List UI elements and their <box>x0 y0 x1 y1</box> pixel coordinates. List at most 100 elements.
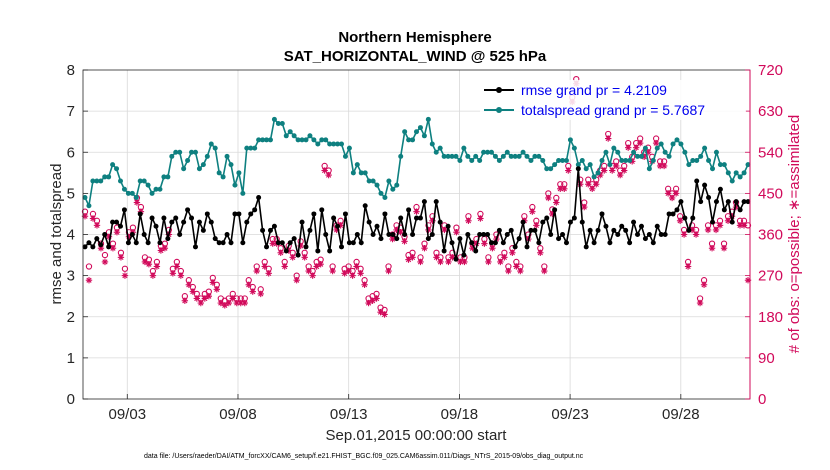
chart-title: Northern Hemisphere <box>338 29 491 46</box>
totalspread-point <box>319 137 325 143</box>
totalspread-point <box>236 170 242 176</box>
rmse-point <box>196 219 202 225</box>
rmse-point <box>591 240 597 246</box>
obs-assimilated-point <box>293 276 300 284</box>
totalspread-point <box>713 149 719 155</box>
totalspread-point <box>666 153 672 159</box>
rmse-point <box>694 178 700 184</box>
rmse-point <box>114 219 120 225</box>
totalspread-point <box>410 137 416 143</box>
obs-assimilated-point <box>89 215 97 222</box>
totalspread-point <box>406 137 412 143</box>
x-tick-label: 09/18 <box>441 406 479 423</box>
obs-assimilated-point <box>545 194 552 202</box>
rmse-point <box>386 232 392 237</box>
obs-assimilated-point <box>537 249 544 256</box>
x-tick-label: 09/08 <box>219 406 257 423</box>
obs-assimilated-point <box>417 258 424 266</box>
obs-assimilated-point <box>421 245 428 252</box>
obs-assimilated-point <box>692 231 700 238</box>
rmse-point <box>346 240 352 246</box>
totalspread-point <box>461 145 467 151</box>
obs-assimilated-point <box>213 286 220 293</box>
rmse-point <box>307 227 313 233</box>
rmse-point <box>366 219 372 225</box>
obs-assimilated-point <box>405 256 412 263</box>
obs-assimilated-point <box>317 261 324 268</box>
totalspread-point <box>710 166 716 172</box>
totalspread-point <box>267 137 273 143</box>
obs-assimilated-point <box>153 263 161 270</box>
obs-assimilated-point <box>197 299 205 307</box>
rmse-point <box>725 199 731 205</box>
obs-assimilated-point <box>185 281 193 288</box>
rmse-point <box>157 240 163 246</box>
obs-assimilated-point <box>381 311 388 318</box>
rmse-point <box>425 236 431 242</box>
obs-assimilated-point <box>461 258 468 266</box>
totalspread-point <box>674 137 680 143</box>
totalspread-point <box>532 153 538 159</box>
totalspread-point <box>496 157 502 163</box>
rmse-point <box>102 232 108 237</box>
totalspread-point <box>725 170 731 176</box>
totalspread-point <box>737 174 743 180</box>
obs-assimilated-point <box>489 245 496 252</box>
totalspread-point <box>323 137 329 143</box>
totalspread-point <box>232 182 238 188</box>
totalspread-point <box>477 157 483 163</box>
totalspread-point <box>437 145 443 151</box>
totalspread-point <box>125 190 131 196</box>
rmse-point <box>177 232 183 237</box>
rmse-point <box>524 244 530 250</box>
totalspread-point <box>114 166 120 172</box>
totalspread-point <box>465 153 471 159</box>
totalspread-point <box>650 157 656 163</box>
rmse-point <box>619 223 625 229</box>
rmse-point <box>500 240 506 246</box>
totalspread-point <box>189 149 195 155</box>
totalspread-point <box>631 149 637 155</box>
rmse-point <box>358 240 364 246</box>
totalspread-point <box>94 178 100 184</box>
totalspread-point <box>358 170 364 176</box>
totalspread-point <box>200 162 206 168</box>
obs-assimilated-point <box>325 171 332 179</box>
totalspread-point <box>90 178 96 184</box>
totalspread-point <box>488 149 494 155</box>
rmse-point <box>331 215 337 221</box>
left-tick-label: 0 <box>67 391 75 408</box>
totalspread-point <box>275 120 281 126</box>
obs-assimilated-point <box>385 267 392 275</box>
obs-assimilated-point <box>632 144 640 151</box>
obs-assimilated-point <box>81 213 89 220</box>
totalspread-point <box>552 162 558 168</box>
rmse-point <box>200 227 206 233</box>
rmse-point <box>232 211 238 217</box>
obs-assimilated-point <box>121 272 129 279</box>
rmse-point <box>567 219 573 225</box>
rmse-point <box>690 215 696 221</box>
rmse-point <box>362 203 368 209</box>
obs-assimilated-point <box>609 167 616 174</box>
totalspread-point <box>386 178 392 184</box>
rmse-point <box>169 219 175 225</box>
rmse-point <box>110 219 116 225</box>
rmse-point <box>745 199 751 205</box>
rmse-point <box>299 219 305 225</box>
rmse-point <box>429 232 435 237</box>
right-tick-label: 450 <box>758 185 783 202</box>
rmse-point <box>192 244 198 250</box>
right-tick-label: 630 <box>758 103 783 120</box>
obs-assimilated-point <box>441 226 448 234</box>
obs-assimilated-point <box>561 185 568 193</box>
rmse-point <box>335 223 341 229</box>
obs-assimilated-point <box>269 240 276 247</box>
rmse-point <box>417 215 423 221</box>
rmse-point <box>623 227 629 233</box>
totalspread-point <box>702 145 708 151</box>
totalspread-point <box>102 174 108 180</box>
rmse-point <box>650 240 656 246</box>
totalspread-point <box>717 162 723 168</box>
rmse-point <box>437 219 443 225</box>
